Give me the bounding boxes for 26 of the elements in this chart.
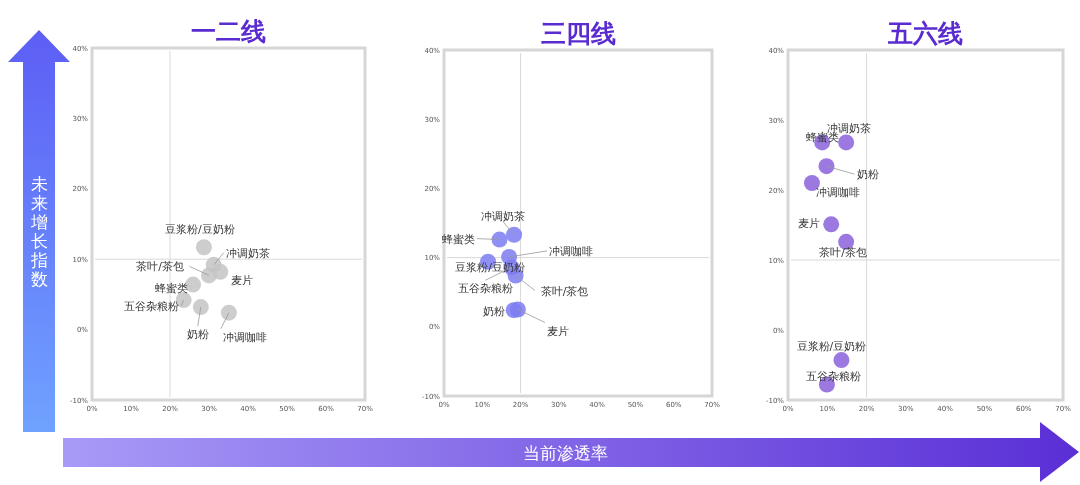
annotation: 茶叶/茶包 xyxy=(136,260,184,274)
annotation: 麦片 xyxy=(546,324,569,338)
annotation: 豆浆粉/豆奶粉 xyxy=(455,260,525,274)
y-axis-title: 未来增长指数 xyxy=(29,174,48,289)
chart-title: 五六线 xyxy=(887,19,963,48)
annotation: 奶粉 xyxy=(856,168,879,182)
annotation: 豆浆粉/豆奶粉 xyxy=(796,340,867,354)
annotation: 麦片 xyxy=(798,217,821,231)
annotation: 茶叶/茶包 xyxy=(540,284,589,298)
annotation: 豆浆粉/豆奶粉 xyxy=(165,223,235,237)
annotation: 奶粉 xyxy=(482,305,505,319)
annotation: 茶叶/茶包 xyxy=(819,245,867,259)
annotation: 冲调咖啡 xyxy=(222,330,267,344)
annotation: 冲调咖啡 xyxy=(815,186,860,199)
annotation: 蜂蜜类 xyxy=(154,281,188,295)
chart-title: 一二线 xyxy=(191,17,266,46)
annotation: 冲调奶茶 xyxy=(481,209,526,223)
x-axis-title: 当前渗透率 xyxy=(522,443,608,463)
annotation: 冲调咖啡 xyxy=(549,244,594,258)
annotation: 奶粉 xyxy=(186,328,209,342)
annotation: 蜂蜜类 xyxy=(442,232,476,246)
annotation: 麦片 xyxy=(231,273,254,287)
annotation: 五谷杂粮粉 xyxy=(457,282,513,296)
chart-title: 三四线 xyxy=(540,19,616,48)
annotation: 冲调奶茶 xyxy=(225,246,270,260)
annotation: 五谷杂粮粉 xyxy=(124,300,180,314)
